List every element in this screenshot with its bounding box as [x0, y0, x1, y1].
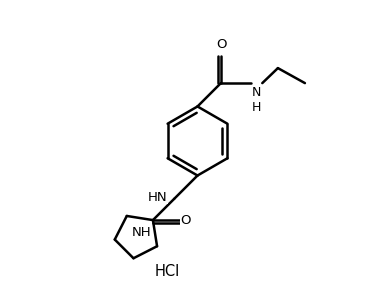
Text: O: O	[216, 38, 227, 51]
Text: NH: NH	[131, 226, 151, 239]
Text: N
H: N H	[252, 85, 261, 114]
Text: HCl: HCl	[155, 264, 180, 279]
Text: O: O	[180, 215, 191, 228]
Text: HN: HN	[148, 191, 167, 204]
